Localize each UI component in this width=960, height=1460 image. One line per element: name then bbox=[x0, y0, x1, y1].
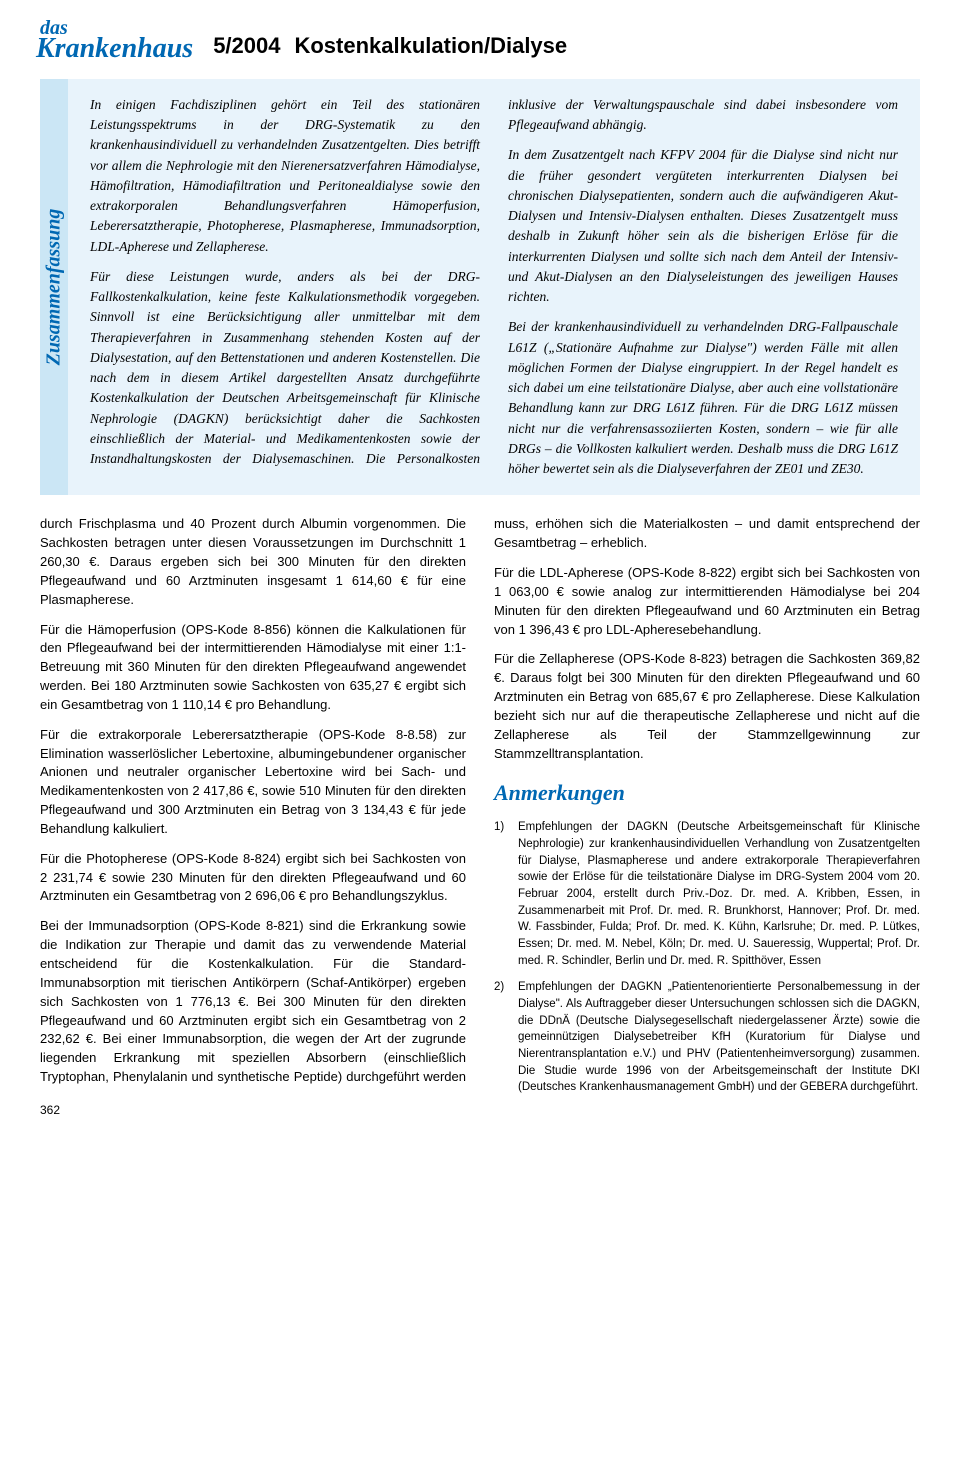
page-number: 362 bbox=[40, 1103, 920, 1117]
logo: das Krankenhaus bbox=[40, 20, 193, 61]
summary-p4: Bei der krankenhausindividuell zu verhan… bbox=[508, 317, 898, 479]
summary-p1: In einigen Fachdisziplinen gehört ein Te… bbox=[90, 95, 480, 257]
note-number: 2) bbox=[494, 979, 508, 1096]
note-text: Empfehlungen der DAGKN „Patientenorienti… bbox=[518, 979, 920, 1096]
body-p6: Für die LDL-Apherese (OPS-Kode 8-822) er… bbox=[494, 564, 920, 639]
body-p7: Für die Zellapherese (OPS-Kode 8-823) be… bbox=[494, 650, 920, 763]
summary-tab: Zusammenfassung bbox=[40, 79, 68, 496]
note-item: 1) Empfehlungen der DAGKN (Deutsche Arbe… bbox=[494, 819, 920, 969]
note-item: 2) Empfehlungen der DAGKN „Patientenorie… bbox=[494, 979, 920, 1096]
page: das Krankenhaus 5/2004 Kostenkalkulation… bbox=[0, 0, 960, 1147]
body-columns: durch Frischplasma und 40 Prozent durch … bbox=[40, 515, 920, 1096]
issue-number: 5/2004 bbox=[213, 33, 280, 59]
logo-line2: Krankenhaus bbox=[36, 37, 193, 61]
note-number: 1) bbox=[494, 819, 508, 969]
notes-heading: Anmerkungen bbox=[494, 777, 920, 809]
summary-text: In einigen Fachdisziplinen gehört ein Te… bbox=[68, 79, 920, 496]
notes-list: 1) Empfehlungen der DAGKN (Deutsche Arbe… bbox=[494, 819, 920, 1096]
body-p4: Für die Photopherese (OPS-Kode 8-824) er… bbox=[40, 850, 466, 907]
summary-p3: In dem Zusatzentgelt nach KFPV 2004 für … bbox=[508, 145, 898, 307]
body-p2: Für die Hämoperfusion (OPS-Kode 8-856) k… bbox=[40, 621, 466, 715]
summary-block: Zusammenfassung In einigen Fachdisziplin… bbox=[40, 79, 920, 496]
page-header: das Krankenhaus 5/2004 Kostenkalkulation… bbox=[40, 20, 920, 61]
summary-tab-label: Zusammenfassung bbox=[43, 209, 66, 366]
body-p3: Für die extrakorporale Leberersatztherap… bbox=[40, 726, 466, 839]
section-title: Kostenkalkulation/Dialyse bbox=[294, 33, 567, 59]
note-text: Empfehlungen der DAGKN (Deutsche Arbeits… bbox=[518, 819, 920, 969]
body-p1: durch Frischplasma und 40 Prozent durch … bbox=[40, 515, 466, 609]
